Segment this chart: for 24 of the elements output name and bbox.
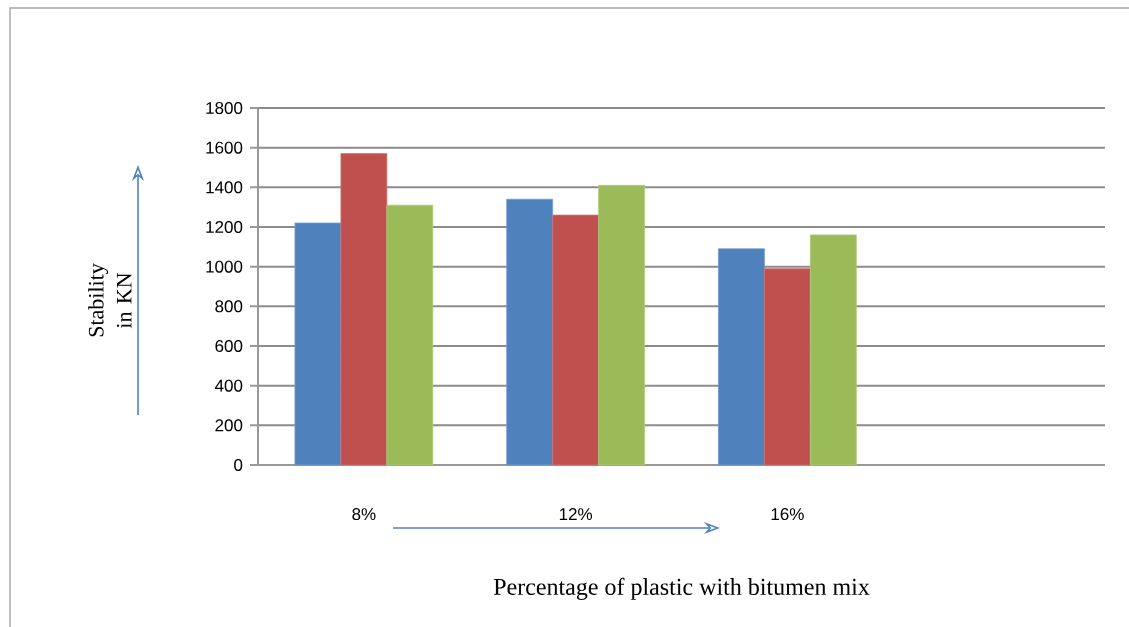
bar [386,204,434,466]
bar [809,234,857,466]
y-tick-label: 800 [215,300,243,313]
y-tick-label: 1200 [206,221,243,234]
x-tick-label: 8% [352,508,376,521]
x-tick-label: 16% [771,508,804,521]
y-tick-label: 1400 [206,181,243,194]
y-tick-label: 1000 [206,260,243,273]
y-tick-label: 1800 [206,102,243,115]
y-tick-label: 400 [214,379,243,392]
y-tick-label: 600 [215,339,243,353]
y-tick-label: 200 [215,419,243,432]
bar [552,214,599,466]
bar [764,268,811,466]
y-tick-label: 1600 [206,141,243,154]
x-tick-label: 12% [559,508,593,521]
x-axis-title: Percentage of plastic with bitumen mix [493,577,870,600]
bar [506,198,554,466]
bar [340,153,388,466]
bar [294,222,342,466]
bar [718,248,765,466]
y-axis-title: Stability in KN [88,263,132,337]
bar [598,184,645,466]
y-tick-label: 0 [234,458,243,472]
